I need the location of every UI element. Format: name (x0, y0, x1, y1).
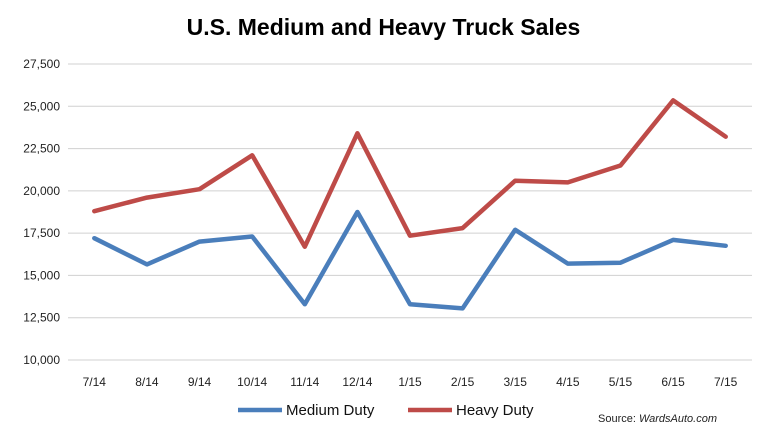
x-tick-label: 1/15 (398, 375, 422, 389)
y-tick-label: 22,500 (23, 142, 60, 156)
source-name: WardsAuto.com (639, 413, 717, 425)
x-tick-label: 12/14 (342, 375, 372, 389)
series-line (92, 209, 728, 311)
y-tick-label: 17,500 (23, 226, 60, 240)
source-label: Source: (598, 413, 639, 425)
source-note: Source: WardsAuto.com (598, 413, 717, 425)
x-tick-label: 7/15 (714, 375, 738, 389)
x-tick-label: 4/15 (556, 375, 580, 389)
x-tick-label: 2/15 (451, 375, 475, 389)
x-tick-label: 7/14 (83, 375, 107, 389)
chart-title: U.S. Medium and Heavy Truck Sales (186, 14, 581, 40)
x-tick-label: 8/14 (135, 375, 159, 389)
y-tick-label: 27,500 (23, 57, 60, 71)
x-tick-label: 5/15 (609, 375, 633, 389)
legend-label: Medium Duty (286, 402, 375, 419)
y-tick-label: 25,000 (23, 99, 60, 113)
x-axis-ticks: 7/14 8/14 9/14 10/14 11/14 12/14 1/15 2/15 3/15 4… (83, 375, 738, 389)
x-tick-label: 11/14 (290, 375, 319, 389)
y-tick-label: 15,000 (23, 268, 60, 282)
x-tick-label: 3/15 (504, 375, 528, 389)
y-tick-label: 12,500 (23, 311, 60, 325)
y-tick-label: 10,000 (23, 353, 60, 367)
x-tick-label: 10/14 (237, 375, 267, 389)
gridlines (68, 63, 752, 361)
series-line (92, 98, 728, 249)
legend-label: Heavy Duty (456, 402, 534, 419)
x-tick-label: 9/14 (188, 375, 212, 389)
legend: Medium Duty Heavy Duty (238, 402, 534, 419)
x-tick-label: 6/15 (661, 375, 685, 389)
y-tick-label: 20,000 (23, 184, 60, 198)
y-axis-ticks: 10,000 12,500 15,000 17,500 20,000 22,500 25,0… (23, 57, 60, 367)
series-lines (92, 98, 728, 311)
